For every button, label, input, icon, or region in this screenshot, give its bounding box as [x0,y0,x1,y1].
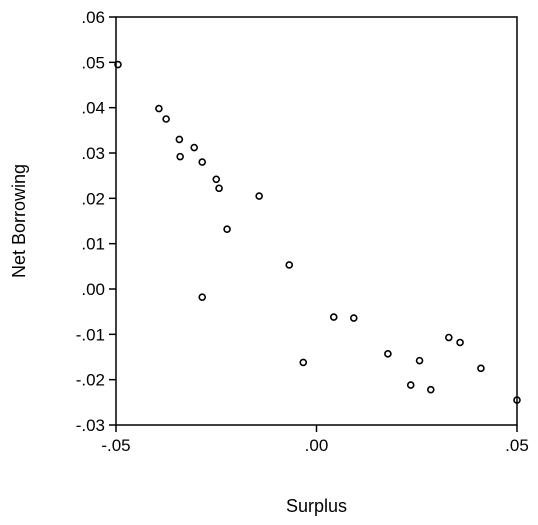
x-axis: -.05 .00 .05 [101,425,529,455]
data-point [349,314,358,322]
y-tick-label: .01 [81,235,105,254]
data-point [212,175,221,184]
data-points [114,60,521,404]
y-tick-label: .02 [81,189,105,208]
data-point [162,115,170,123]
data-point [223,225,231,233]
y-tick-label: .05 [81,53,105,72]
y-axis-title: Net Borrowing [9,164,29,278]
data-point [285,261,294,269]
x-tick-label: .00 [305,436,329,455]
data-point [329,313,338,321]
x-tick-label: -.05 [101,436,130,455]
y-tick-label: .00 [81,280,105,299]
y-tick-label: -.01 [76,325,105,344]
data-point [215,184,223,193]
y-axis: -.03 -.02 -.01 .00 .01 .02 .03 .04 .05 .06 [76,8,116,435]
y-tick-label: .06 [81,8,105,27]
data-point [384,350,392,358]
data-point [445,333,453,342]
data-point [155,104,163,113]
plot-area-frame [115,16,518,426]
y-tick-label: -.02 [76,371,105,390]
data-point [176,152,184,161]
data-point [255,192,263,200]
data-point [198,158,207,166]
data-point [175,135,184,144]
x-axis-title: Surplus [286,496,347,516]
data-point [456,338,464,347]
x-tick-label: .05 [505,436,529,455]
data-point [415,356,424,365]
data-point [198,293,207,301]
y-tick-label: .04 [81,99,105,118]
data-point [426,385,435,394]
y-tick-label: .03 [81,144,105,163]
y-tick-label: -.03 [76,416,105,435]
data-point [477,364,485,373]
data-point [406,381,415,389]
data-point [513,396,521,404]
data-point [114,60,122,69]
data-point [299,358,308,367]
data-point [190,143,198,152]
